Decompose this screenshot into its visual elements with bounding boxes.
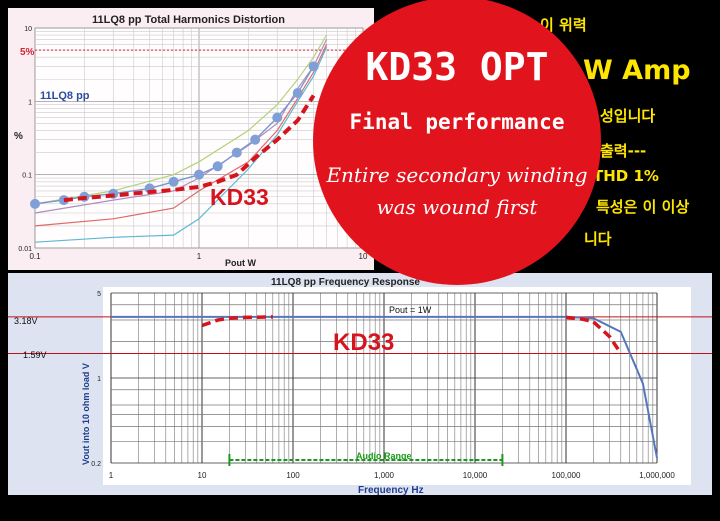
freq-y-axis-label: Vout into 10 ohm load V — [81, 363, 91, 465]
overlay-title: KD33 OPT — [365, 45, 549, 89]
korean-text-line2: W Amp — [583, 55, 691, 86]
thd-11lq8-point — [30, 198, 40, 209]
thd-5pct-label: 5% — [20, 47, 35, 58]
korean-text-line6: 특성은 이 이상 — [596, 198, 690, 216]
thd-series-line — [34, 34, 328, 205]
freq-kd33-line-high — [565, 315, 623, 355]
freq-chart-title: 11LQ8 pp Frequency Response — [271, 277, 420, 288]
thd-11lq8-point — [292, 87, 303, 98]
thd-y-tick-label: 10 — [24, 26, 32, 33]
thd-kd33-line — [63, 94, 316, 203]
thd-11lq8-point — [58, 195, 69, 206]
thd-x-tick-label: 1 — [197, 252, 202, 261]
thd-11lq8-point — [272, 112, 283, 123]
freq-audio-range-label: Audio Range — [356, 451, 412, 461]
thd-11lq8-point — [194, 169, 204, 180]
freq-kd33-line-low — [201, 315, 273, 328]
korean-text-line5: THD 1% — [593, 167, 659, 185]
thd-x-axis-label: Pout W — [225, 258, 256, 268]
thd-y-tick-label: 1 — [28, 99, 32, 106]
korean-text-line1: 이 위력 — [540, 16, 587, 34]
thd-x-tick-label: 0.1 — [29, 252, 41, 261]
thd-11lq8-point — [308, 61, 319, 72]
freq-y-tick-label: 0.2 — [91, 461, 101, 468]
thd-x-tick-label: 10 — [359, 252, 368, 261]
thd-11lq8-point — [250, 134, 261, 145]
thd-series-line — [34, 44, 328, 227]
thd-series-line — [34, 46, 328, 243]
freq-x-axis-label: Frequency Hz — [358, 485, 424, 495]
thd-legend-label: 11LQ8 pp — [40, 90, 90, 102]
thd-y-tick-label: 0.1 — [22, 173, 32, 180]
freq-ref-label-1v59: 1.59V — [23, 350, 47, 360]
korean-text-line4: 출력--- — [600, 142, 647, 160]
red-circle-overlay: KD33 OPT Final performance Entire second… — [313, 0, 601, 285]
thd-11lq8-point — [168, 176, 179, 187]
freq-ref-label-3v18: 3.18V — [14, 316, 38, 326]
freq-x-tick-label: 10,000 — [463, 471, 488, 480]
freq-chart: 1 10 100 1,000 10,000 100,000 1,000,000 5 1 0.2 1… — [8, 277, 712, 496]
freq-x-tick-label: 1 — [109, 471, 114, 480]
freq-kd33-label: KD33 — [333, 329, 394, 356]
freq-y-tick-label: 1 — [97, 376, 101, 383]
overlay-subtitle: Final performance — [349, 110, 565, 134]
thd-kd33-label: KD33 — [210, 184, 269, 210]
thd-11lq8-point — [231, 147, 242, 158]
thd-series-line — [34, 39, 328, 214]
thd-y-axis-label: % — [14, 131, 23, 142]
korean-text-line7: 니다 — [584, 230, 612, 248]
freq-x-tick-label: 100 — [286, 471, 300, 480]
freq-y-tick-label: 5 — [97, 291, 101, 298]
freq-pout-label: Pout = 1W — [389, 305, 432, 315]
freq-x-tick-label: 1,000,000 — [639, 471, 675, 480]
freq-x-tick-label: 1,000 — [374, 471, 395, 480]
overlay-note-line2: was wound first — [376, 195, 538, 219]
overlay-note-line1: Entire secondary winding — [326, 163, 588, 187]
korean-text-line3: 성입니다 — [600, 107, 656, 125]
thd-y-tick-label: 0.01 — [18, 246, 32, 253]
freq-x-tick-label: 10 — [198, 471, 207, 480]
freq-x-tick-label: 100,000 — [552, 471, 581, 480]
thd-chart-title: 11LQ8 pp Total Harmonics Distortion — [92, 14, 285, 26]
freq-chart-panel: 1 10 100 1,000 10,000 100,000 1,000,000 5 1 0.2 1… — [8, 273, 712, 496]
thd-11lq8-point — [212, 161, 223, 172]
